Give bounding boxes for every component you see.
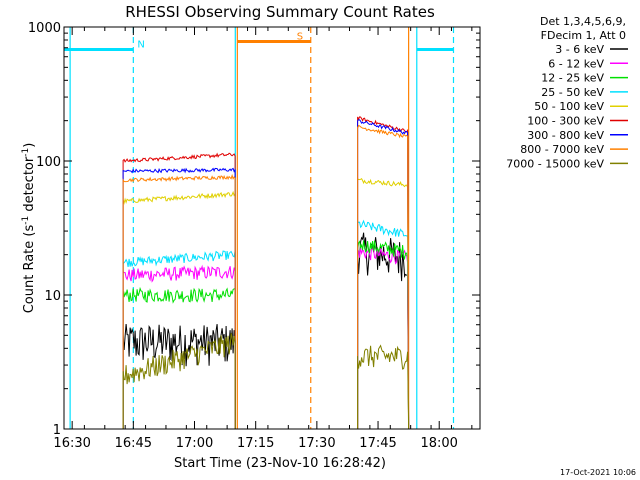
- series-25-50-kev-line: [122, 250, 236, 429]
- x-axis-label: Start Time (23-Nov-10 16:28:42): [174, 456, 386, 471]
- series-100-300-kev-line: [122, 152, 236, 429]
- series-800-7000-kev-line: [357, 124, 410, 429]
- x-tick-label: 17:15: [237, 436, 274, 451]
- chart-title: RHESSI Observing Summary Count Rates: [125, 3, 435, 21]
- series-12-25-kev-line: [357, 240, 410, 429]
- legend-label: 3 - 6 keV: [555, 43, 604, 56]
- legend-label: 50 - 100 keV: [534, 100, 604, 113]
- legend-label: 25 - 50 keV: [541, 86, 604, 99]
- x-tick-label: 17:00: [176, 436, 213, 451]
- legend-label: 12 - 25 keV: [541, 72, 604, 85]
- series-7000-15000-kev-line: [122, 333, 236, 429]
- flag-label: S: [297, 31, 303, 42]
- y-tick-label: 1000: [28, 21, 61, 36]
- x-tick-label: 18:00: [420, 436, 457, 451]
- series-300-800-kev-line: [357, 119, 410, 429]
- series-7000-15000-kev-line: [357, 344, 410, 429]
- legend-label: 100 - 300 keV: [527, 115, 604, 128]
- x-tick-label: 16:45: [115, 436, 152, 451]
- y-axis-label: Count Rate (s-1 detector-1): [21, 143, 37, 314]
- vertical-markers: [69, 27, 455, 429]
- y-tick-label: 10: [44, 289, 61, 304]
- series-12-25-kev-line: [122, 286, 236, 429]
- series-25-50-kev-line: [357, 219, 410, 429]
- series-300-800-kev-line: [122, 167, 236, 429]
- legend-header-decimation: FDecim 1, Att 0: [541, 29, 626, 42]
- legend-label: 300 - 800 keV: [527, 129, 604, 142]
- y-tick-label: 100: [36, 155, 61, 170]
- timestamp: 17-Oct-2021 10:06: [560, 468, 636, 477]
- series-3-6-kev-line: [357, 232, 410, 429]
- series-group: [122, 116, 410, 429]
- legend-header-detectors: Det 1,3,4,5,6,9,: [540, 15, 626, 28]
- series-3-6-kev-line: [122, 324, 236, 429]
- series-800-7000-kev-line: [122, 173, 236, 429]
- y-tick-label: 1: [53, 423, 61, 438]
- flag-bars: NS: [64, 31, 454, 51]
- series-50-100-kev-line: [122, 190, 236, 429]
- series-6-12-kev-line: [357, 246, 410, 429]
- legend-label: 800 - 7000 keV: [520, 143, 604, 156]
- legend: Det 1,3,4,5,6,9, FDecim 1, Att 0 3 - 6 k…: [506, 15, 628, 170]
- x-tick-label: 16:30: [53, 436, 90, 451]
- legend-label: 7000 - 15000 keV: [506, 157, 604, 170]
- series-100-300-kev-line: [357, 116, 410, 429]
- x-tick-label: 17:45: [359, 436, 396, 451]
- flag-label: N: [137, 39, 144, 50]
- x-tick-label: 17:30: [298, 436, 335, 451]
- series-50-100-kev-line: [357, 178, 410, 429]
- axes: 16:30 16:45 17:00 17:15 17:30 17:45 18:00 1 10 10…: [28, 21, 480, 451]
- series-6-12-kev-line: [122, 264, 236, 429]
- legend-label: 6 - 12 keV: [548, 57, 604, 70]
- plot-frame: [63, 26, 481, 430]
